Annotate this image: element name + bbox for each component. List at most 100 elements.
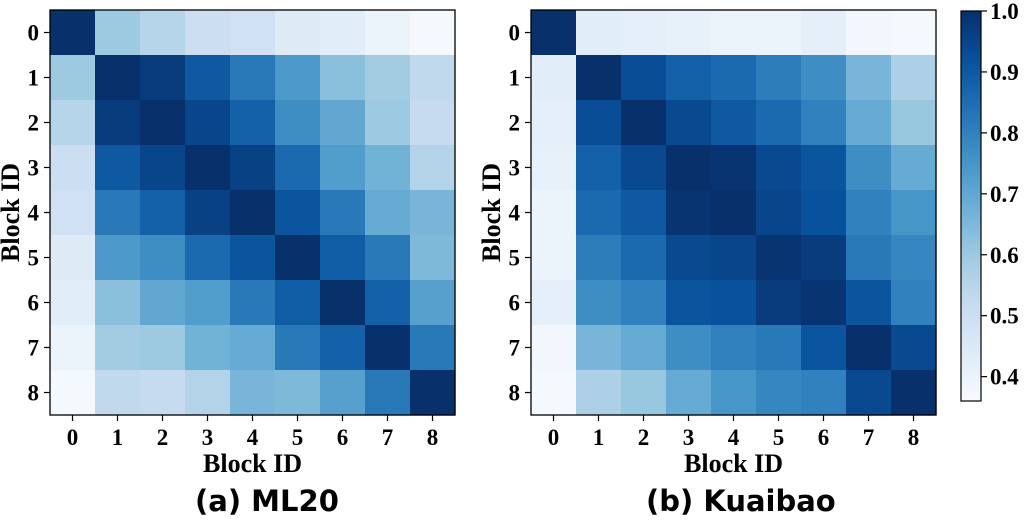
heatmap-cell-1-8	[891, 55, 937, 101]
heatmap-cell-1-0	[50, 55, 96, 101]
heatmap-cell-4-0	[50, 190, 96, 236]
heatmap-cell-0-6	[801, 10, 847, 56]
heatmap-cell-1-7	[846, 55, 892, 101]
heatmap-cell-1-4	[711, 55, 757, 101]
heatmap-cell-3-6	[320, 145, 366, 191]
x-tick-label: 2	[638, 425, 650, 450]
heatmap-cell-4-8	[891, 190, 937, 236]
y-tick-label: 4	[509, 201, 521, 226]
colorbar-tick-label: 1.0	[990, 0, 1019, 24]
heatmap-cell-7-3	[185, 325, 231, 371]
heatmap-cell-1-7	[365, 55, 411, 101]
y-axis-label: Block ID	[477, 163, 506, 262]
heatmap-cell-4-6	[801, 190, 847, 236]
heatmap-cell-6-1	[95, 280, 141, 326]
colorbar-tick-label: 0.6	[990, 243, 1019, 268]
heatmap-cell-3-1	[576, 145, 622, 191]
heatmap-cell-8-0	[531, 370, 577, 416]
colorbar-gradient	[960, 10, 982, 402]
x-tick-label: 6	[337, 425, 349, 450]
heatmap-cell-2-8	[891, 100, 937, 146]
heatmap-cell-2-1	[576, 100, 622, 146]
heatmap-cell-3-2	[621, 145, 667, 191]
heatmap-cell-0-3	[666, 10, 712, 56]
y-tick-label: 6	[28, 291, 40, 316]
heatmap-cell-0-5	[275, 10, 321, 56]
heatmap-cell-1-6	[801, 55, 847, 101]
heatmap-cell-5-4	[711, 235, 757, 281]
heatmap-cell-6-1	[576, 280, 622, 326]
x-tick-label: 3	[683, 425, 695, 450]
heatmap-cell-6-7	[846, 280, 892, 326]
y-tick-label: 0	[28, 21, 40, 46]
heatmap-cell-8-4	[711, 370, 757, 416]
heatmap-cell-3-1	[95, 145, 141, 191]
heatmap-cell-3-8	[891, 145, 937, 191]
heatmap-cell-8-0	[50, 370, 96, 416]
heatmap-cell-6-8	[891, 280, 937, 326]
x-tick-label: 4	[247, 425, 259, 450]
heatmap-cell-2-2	[140, 100, 186, 146]
y-tick-label: 6	[509, 291, 521, 316]
heatmap-cell-3-5	[756, 145, 802, 191]
heatmap-cell-6-8	[410, 280, 456, 326]
heatmap-cell-7-7	[846, 325, 892, 371]
heatmap-cell-2-7	[365, 100, 411, 146]
heatmap-cell-8-1	[576, 370, 622, 416]
heatmap-cell-1-0	[531, 55, 577, 101]
colorbar-tick-label: 0.8	[990, 121, 1019, 146]
y-tick-label: 8	[28, 381, 40, 406]
heatmap-cell-1-3	[666, 55, 712, 101]
heatmap-cell-5-5	[756, 235, 802, 281]
heatmap-cell-4-3	[666, 190, 712, 236]
colorbar-tick-label: 0.7	[990, 182, 1019, 207]
heatmap-cell-6-2	[621, 280, 667, 326]
heatmap-cell-7-7	[365, 325, 411, 371]
heatmap-cell-0-5	[756, 10, 802, 56]
x-tick-label: 5	[292, 425, 304, 450]
heatmap-cell-4-2	[621, 190, 667, 236]
x-tick-label: 3	[202, 425, 214, 450]
heatmap-cell-2-0	[50, 100, 96, 146]
heatmap-cell-5-7	[846, 235, 892, 281]
heatmap-cell-1-5	[756, 55, 802, 101]
y-tick-label: 1	[28, 66, 40, 91]
x-tick-label: 0	[548, 425, 560, 450]
heatmap-cell-8-3	[666, 370, 712, 416]
heatmap-cell-4-0	[531, 190, 577, 236]
y-tick-label: 7	[28, 336, 40, 361]
heatmap-cell-7-1	[95, 325, 141, 371]
heatmap-cell-7-6	[801, 325, 847, 371]
heatmap-cell-6-3	[666, 280, 712, 326]
heatmap-cell-2-2	[621, 100, 667, 146]
heatmap-cell-6-6	[320, 280, 366, 326]
heatmap-cell-1-2	[621, 55, 667, 101]
colorbar-tick-label: 0.5	[990, 304, 1019, 329]
colorbar: 0.4 0.5 0.6 0.7 0.8 0.9 1.0	[960, 0, 1019, 402]
heatmap-cell-2-4	[230, 100, 276, 146]
heatmap-cell-6-7	[365, 280, 411, 326]
heatmap-cell-5-8	[410, 235, 456, 281]
heatmap-cell-4-7	[365, 190, 411, 236]
heatmap-cell-5-2	[140, 235, 186, 281]
heatmap-cell-6-4	[230, 280, 276, 326]
heatmap-cell-7-1	[576, 325, 622, 371]
heatmap-cell-3-7	[365, 145, 411, 191]
heatmap-cell-6-5	[275, 280, 321, 326]
heatmap-cell-7-5	[275, 325, 321, 371]
heatmap-cell-6-5	[756, 280, 802, 326]
heatmap-cell-3-5	[275, 145, 321, 191]
x-tick-label: 5	[773, 425, 785, 450]
heatmap-cell-6-0	[531, 280, 577, 326]
heatmap-cell-2-5	[275, 100, 321, 146]
heatmap-cell-1-2	[140, 55, 186, 101]
colorbar-tick-label: 0.4	[990, 365, 1019, 390]
heatmap-cell-0-7	[846, 10, 892, 56]
y-tick-label: 2	[28, 111, 40, 136]
heatmap-cell-8-8	[410, 370, 456, 416]
y-tick-label: 7	[509, 336, 521, 361]
y-tick-label: 8	[509, 381, 521, 406]
heatmap-cell-3-4	[711, 145, 757, 191]
heatmap-cell-2-0	[531, 100, 577, 146]
heatmap-cell-4-6	[320, 190, 366, 236]
